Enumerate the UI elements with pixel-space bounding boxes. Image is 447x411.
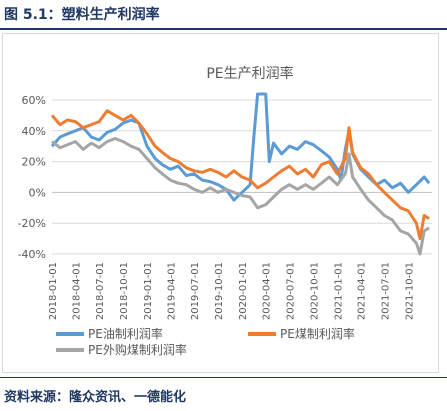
gridlines	[52, 99, 432, 255]
y-tick-label: 40%	[22, 125, 46, 138]
series-line	[50, 109, 430, 241]
x-axis-ticks: 2018-01-01 2018-04-01 2018-07-01 2018-10-01…	[48, 262, 415, 320]
y-tick-label: -40%	[18, 248, 46, 261]
legend-label: PE油制利润率	[88, 326, 163, 341]
series-lines	[50, 92, 431, 256]
x-tick-label: 2021-04-01	[357, 262, 368, 320]
series-line	[51, 137, 430, 256]
legend-label: PE煤制利润率	[280, 326, 355, 341]
x-tick-label: 2020-01-01	[238, 262, 249, 320]
source-note: 资料来源：隆众资讯、一德能化	[4, 390, 187, 405]
x-tick-label: 2019-04-01	[166, 262, 177, 320]
x-tick-label: 2021-07-01	[380, 262, 391, 320]
y-tick-label: 0%	[29, 186, 46, 199]
x-tick-label: 2018-01-01	[48, 262, 59, 320]
x-tick-label: 2018-10-01	[119, 262, 130, 320]
x-tick-label: 2020-07-01	[285, 262, 296, 320]
chart-frame	[2, 33, 439, 373]
top-rule	[0, 28, 447, 30]
x-tick-label: 2019-07-01	[190, 262, 201, 320]
x-tick-label: 2020-04-01	[262, 262, 273, 320]
y-axis-ticks: -40% -20% 0% 20% 40% 60%	[18, 94, 46, 261]
bottom-rule	[0, 377, 447, 378]
y-tick-label: 60%	[22, 94, 46, 107]
legend: PE油制利润率 PE煤制利润率 PE外购煤制利润率	[56, 326, 355, 357]
legend-label: PE外购煤制利润率	[88, 342, 187, 357]
x-tick-label: 2019-01-01	[143, 262, 154, 320]
x-tick-label: 2018-07-01	[95, 262, 106, 320]
x-tick-label: 2019-10-01	[214, 262, 225, 320]
y-tick-label: 20%	[22, 156, 46, 169]
y-tick-label: -20%	[18, 217, 46, 230]
x-tick-label: 2018-04-01	[71, 262, 82, 320]
x-tick-label: 2020-10-01	[309, 262, 320, 320]
chart-title: PE生产利润率	[206, 65, 293, 82]
x-tick-label: 2021-10-01	[404, 262, 415, 320]
figure-title: 图 5.1：塑料生产利润率	[4, 7, 160, 23]
x-tick-label: 2021-01-01	[333, 262, 344, 320]
